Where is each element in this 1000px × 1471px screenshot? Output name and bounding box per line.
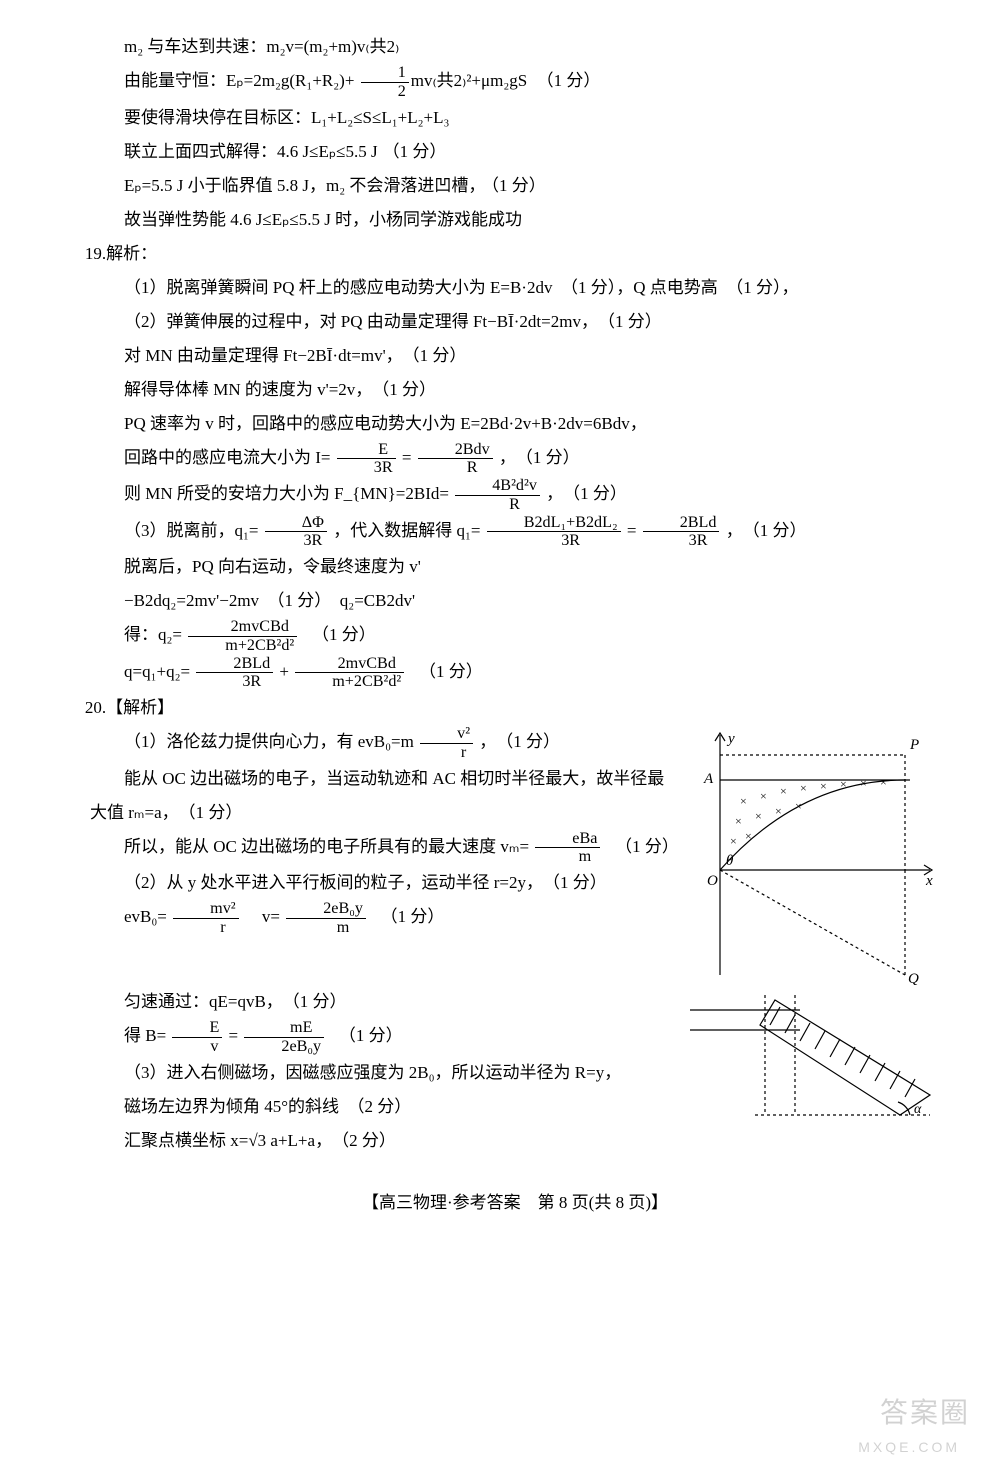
- figure-xy-diagram: ××× ××× ×× ××× × ×× P Q A O θ x y: [680, 725, 940, 985]
- fraction: 2BLd3R: [643, 514, 720, 551]
- q20-line: 得 B= Ev = mE2eB₀y （1 分）: [90, 1019, 680, 1056]
- svg-text:×: ×: [775, 804, 782, 818]
- q19-line: 对 MN 由动量定理得 Ft−2BĪ·dt=mv'， （1 分）: [90, 339, 940, 373]
- svg-text:α: α: [914, 1102, 922, 1117]
- svg-text:θ: θ: [726, 853, 734, 869]
- q18-line: 要使得滑块停在目标区：L₁+L₂≤S≤L₁+L₂+L₃: [90, 101, 940, 135]
- q20-line: evB₀= mv²r v= 2eB₀ym （1 分）: [90, 900, 680, 937]
- q20-line: 匀速通过：qE=qvB， （1 分）: [90, 985, 680, 1019]
- svg-text:×: ×: [840, 777, 847, 791]
- svg-text:×: ×: [820, 779, 827, 793]
- q19-line: 则 MN 所受的安培力大小为 F_{MN}=2BId= 4B²d²vR ， （1…: [90, 477, 940, 514]
- svg-text:O: O: [707, 873, 718, 889]
- q19-line: 解得导体棒 MN 的速度为 v'=2v， （1 分）: [90, 373, 940, 407]
- fraction: 4B²d²vR: [455, 477, 540, 514]
- q20-line: 汇聚点横坐标 x=√3 a+L+a， （2 分）: [90, 1124, 680, 1158]
- svg-text:×: ×: [880, 775, 887, 789]
- text: mv₍共2₎²+μm₂gS: [411, 71, 527, 90]
- q20-heading: 20.【解析】: [85, 691, 940, 725]
- q18-line: Eₚ=5.5 J 小于临界值 5.8 J，m₂ 不会滑落进凹槽，（1 分）: [90, 169, 940, 203]
- svg-text:×: ×: [730, 834, 737, 848]
- q18-line: 故当弹性势能 4.6 J≤Eₚ≤5.5 J 时，小杨同学游戏能成功: [90, 203, 940, 237]
- fraction: 2mvCBdm+2CB²d²: [188, 618, 297, 655]
- svg-text:×: ×: [795, 799, 802, 813]
- q19-line: （1）脱离弹簧瞬间 PQ 杆上的感应电动势大小为 E=B·2dv （1 分），Q…: [90, 271, 940, 305]
- q19-line: （3）脱离前，q₁= ΔΦ3R ，代入数据解得 q₁= B2dL₁+B2dL₂3…: [90, 514, 940, 551]
- fraction: 2mvCBdm+2CB²d²: [295, 655, 404, 692]
- svg-text:y: y: [726, 731, 735, 747]
- svg-text:×: ×: [745, 829, 752, 843]
- q19-line: 脱离后，PQ 向右运动，令最终速度为 v': [90, 550, 940, 584]
- svg-text:×: ×: [735, 814, 742, 828]
- q19-line: −B2dq₂=2mv'−2mv （1 分） q₂=CB2dv': [90, 584, 940, 618]
- q19-line: 得：q₂= 2mvCBdm+2CB²d² （1 分）: [90, 618, 940, 655]
- q18-line: 联立上面四式解得：4.6 J≤Eₚ≤5.5 J（1 分）: [90, 135, 940, 169]
- fraction: ΔΦ3R: [265, 514, 327, 551]
- q19-line: 回路中的感应电流大小为 I= E3R = 2BdvR ， （1 分）: [90, 441, 940, 478]
- score-mark: （1 分）: [537, 71, 601, 90]
- page-footer: 【高三物理·参考答案 第 8 页(共 8 页)】: [90, 1186, 940, 1220]
- text: 由能量守恒：Eₚ=2m₂g(R₁+R₂)+: [124, 71, 354, 90]
- q20-line: （2）从 y 处水平进入平行板间的粒子，运动半径 r=2y， （1 分）: [90, 866, 680, 900]
- score-mark: （1 分）: [490, 176, 545, 195]
- fraction: 1 2: [361, 64, 409, 101]
- q20-line: 磁场左边界为倾角 45°的斜线 （2 分）: [90, 1090, 680, 1124]
- svg-text:x: x: [925, 873, 933, 889]
- svg-text:×: ×: [760, 789, 767, 803]
- fraction: 2BLd3R: [196, 655, 273, 692]
- watermark-url: MXQE.COM: [858, 1433, 960, 1461]
- figure-slanted-region: α: [680, 985, 940, 1125]
- svg-text:×: ×: [800, 781, 807, 795]
- fraction: Ev: [172, 1019, 222, 1056]
- fraction: eBam: [535, 830, 600, 867]
- fraction: E3R: [337, 441, 396, 478]
- fraction: B2dL₁+B2dL₂3R: [487, 514, 621, 551]
- svg-text:×: ×: [860, 776, 867, 790]
- q20-line: （3）进入右侧磁场，因磁感应强度为 2B₀，所以运动半径为 R=y，: [90, 1056, 680, 1090]
- q20-line: 所以，能从 OC 边出磁场的电子所具有的最大速度 vₘ= eBam （1 分）: [90, 830, 680, 867]
- q19-line: （2）弹簧伸展的过程中，对 PQ 由动量定理得 Ft−BĪ·2dt=2mv， （…: [90, 305, 940, 339]
- svg-text:×: ×: [755, 809, 762, 823]
- svg-text:P: P: [909, 737, 919, 753]
- q19-heading: 19.解析：: [85, 237, 940, 271]
- fraction: 2eB₀ym: [286, 900, 366, 937]
- q18-line: 由能量守恒：Eₚ=2m₂g(R₁+R₂)+ 1 2 mv₍共2₎²+μm₂gS …: [90, 64, 940, 101]
- svg-text:×: ×: [740, 794, 747, 808]
- q20-line: 能从 OC 边出磁场的电子，当运动轨迹和 AC 相切时半径最大，故半径最大值 r…: [90, 762, 680, 830]
- q19-line: PQ 速率为 v 时，回路中的感应电动势大小为 E=2Bd·2v+B·2dv=6…: [90, 407, 940, 441]
- q20-line: （1）洛伦兹力提供向心力，有 evB₀=m v²r ， （1 分）: [90, 725, 680, 762]
- svg-text:×: ×: [780, 784, 787, 798]
- q18-line: m₂ 与车达到共速：m₂v=(m₂+m)v₍共2₎: [90, 30, 940, 64]
- fraction: v²r: [420, 725, 473, 762]
- fraction: mE2eB₀y: [244, 1019, 324, 1056]
- q19-line: q=q₁+q₂= 2BLd3R + 2mvCBdm+2CB²d² （1 分）: [90, 655, 940, 692]
- fraction: 2BdvR: [418, 441, 493, 478]
- fraction: mv²r: [173, 900, 238, 937]
- svg-text:A: A: [703, 771, 714, 787]
- svg-text:Q: Q: [908, 971, 919, 985]
- score-mark: （1 分）: [383, 142, 447, 161]
